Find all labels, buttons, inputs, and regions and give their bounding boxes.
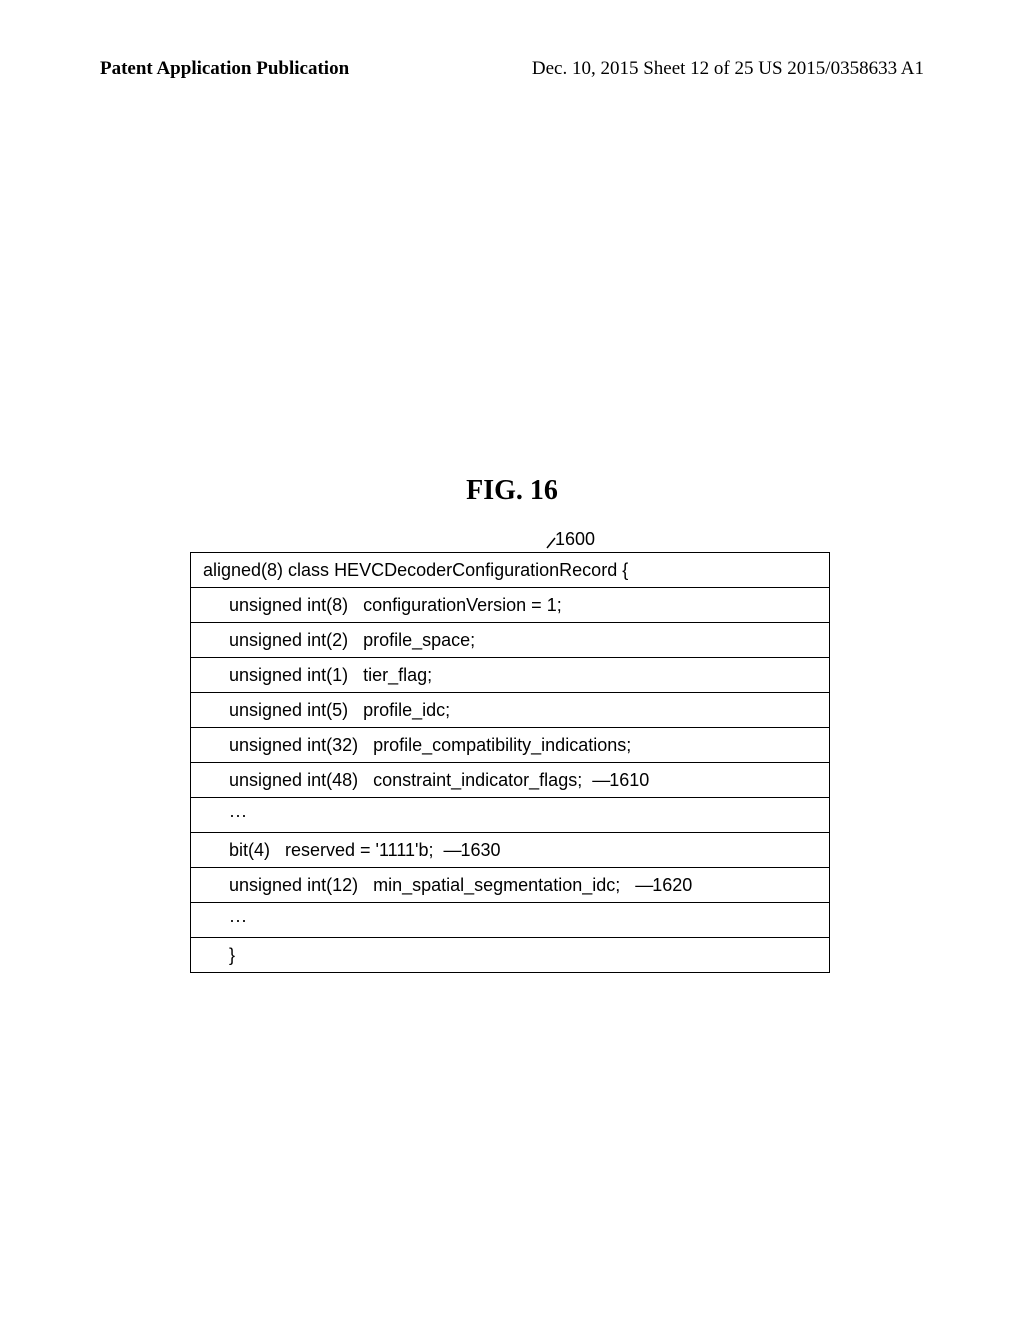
reference-number-1600: 1600 <box>555 529 595 550</box>
code-line: } <box>191 938 830 973</box>
table-row: ··· <box>191 798 830 833</box>
code-line: unsigned int(8) configurationVersion = 1… <box>191 588 830 623</box>
header-right: Dec. 10, 2015 Sheet 12 of 25 US 2015/035… <box>532 58 924 80</box>
code-line: unsigned int(32) profile_compatibility_i… <box>191 728 830 763</box>
table-row: bit(4) reserved = '1111'b; —1630 <box>191 833 830 868</box>
code-line: ··· <box>191 903 830 938</box>
code-text: bit(4) reserved = '1111'b; <box>229 840 443 860</box>
table-row: unsigned int(32) profile_compatibility_i… <box>191 728 830 763</box>
code-line: unsigned int(12) min_spatial_segmentatio… <box>191 868 830 903</box>
table-row: unsigned int(2) profile_space; <box>191 623 830 658</box>
table-row: } <box>191 938 830 973</box>
code-text: unsigned int(48) constraint_indicator_fl… <box>229 770 592 790</box>
leader-dash-icon: — <box>443 840 460 861</box>
code-line: bit(4) reserved = '1111'b; —1630 <box>191 833 830 868</box>
code-line: aligned(8) class HEVCDecoderConfiguratio… <box>191 553 830 588</box>
table-row: aligned(8) class HEVCDecoderConfiguratio… <box>191 553 830 588</box>
code-text: unsigned int(12) min_spatial_segmentatio… <box>229 875 635 895</box>
header-left: Patent Application Publication <box>100 58 349 80</box>
table-row: unsigned int(8) configurationVersion = 1… <box>191 588 830 623</box>
code-line: unsigned int(2) profile_space; <box>191 623 830 658</box>
reference-number-1610: 1610 <box>609 770 649 790</box>
code-line: unsigned int(5) profile_idc; <box>191 693 830 728</box>
page-header: Patent Application Publication Dec. 10, … <box>100 58 924 80</box>
leader-dash-icon: — <box>635 875 652 896</box>
table-row: unsigned int(1) tier_flag; <box>191 658 830 693</box>
code-line: ··· <box>191 798 830 833</box>
reference-number-1620: 1620 <box>652 875 692 895</box>
code-listing-table: aligned(8) class HEVCDecoderConfiguratio… <box>190 552 830 973</box>
code-line: unsigned int(1) tier_flag; <box>191 658 830 693</box>
table-row: unsigned int(12) min_spatial_segmentatio… <box>191 868 830 903</box>
reference-number-1630: 1630 <box>460 840 500 860</box>
table-row: ··· <box>191 903 830 938</box>
code-line: unsigned int(48) constraint_indicator_fl… <box>191 763 830 798</box>
table-row: unsigned int(48) constraint_indicator_fl… <box>191 763 830 798</box>
figure-title: FIG. 16 <box>0 475 1024 507</box>
table-row: unsigned int(5) profile_idc; <box>191 693 830 728</box>
leader-dash-icon: — <box>592 770 609 791</box>
